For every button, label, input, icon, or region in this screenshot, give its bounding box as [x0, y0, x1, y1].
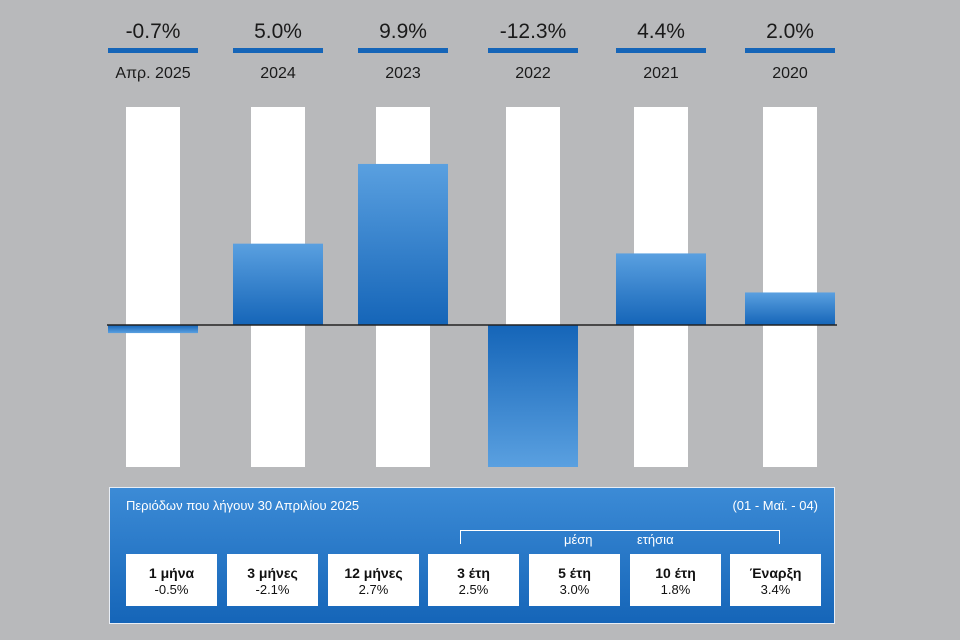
- label-underline: [616, 48, 706, 53]
- category-label: 2023: [385, 65, 421, 82]
- period-label: 5 έτη: [558, 565, 591, 581]
- period-label: 1 μήνα: [148, 565, 195, 581]
- period-value: 1.8%: [660, 582, 691, 597]
- bar-track: [763, 107, 817, 467]
- bar: [745, 292, 835, 325]
- period-label: Έναρξη: [749, 565, 802, 581]
- data-label: 9.9%: [379, 20, 427, 43]
- bar-track: [126, 107, 180, 467]
- category-label: 2024: [260, 65, 296, 82]
- label-underline: [233, 48, 323, 53]
- period-value: 3.4%: [760, 582, 791, 597]
- average-annual-bracket: [460, 530, 780, 544]
- bar: [616, 253, 706, 325]
- bar-chart: -0.7% Απρ. 2025 5.0% 2024 9.9% 2023 -12.3% 2022…: [107, 20, 837, 467]
- category-label: 2022: [515, 65, 551, 82]
- bracket-label-annual: ετήσια: [637, 532, 674, 547]
- period-box-5-years: 5 έτη 3.0%: [529, 554, 620, 606]
- periods-panel: Περιόδων που λήγουν 30 Απριλίου 2025 (01…: [109, 487, 835, 624]
- data-label: -0.7%: [126, 20, 181, 43]
- data-label: 4.4%: [637, 20, 685, 43]
- bar: [233, 243, 323, 325]
- bracket-label-average: μέση: [564, 532, 593, 547]
- data-label: 2.0%: [766, 20, 814, 43]
- bar: [108, 325, 198, 334]
- label-underline: [358, 48, 448, 53]
- category-label: 2020: [772, 65, 808, 82]
- period-label: 10 έτη: [655, 565, 696, 581]
- bar: [358, 163, 448, 325]
- data-label: 5.0%: [254, 20, 302, 43]
- data-label: -12.3%: [500, 20, 567, 43]
- period-value: -2.1%: [255, 582, 290, 597]
- period-label: 3 μήνες: [247, 565, 298, 581]
- period-box-3-years: 3 έτη 2.5%: [428, 554, 519, 606]
- period-box-10-years: 10 έτη 1.8%: [630, 554, 721, 606]
- label-underline: [745, 48, 835, 53]
- period-label: 12 μήνες: [344, 565, 403, 581]
- periods-title: Περιόδων που λήγουν 30 Απριλίου 2025: [126, 498, 360, 513]
- period-value: -0.5%: [154, 582, 189, 597]
- category-label: Απρ. 2025: [115, 65, 190, 82]
- period-value: 3.0%: [559, 582, 590, 597]
- period-box-12-months: 12 μήνες 2.7%: [328, 554, 419, 606]
- period-value: 2.5%: [458, 582, 489, 597]
- periods-range: (01 - Μαϊ. - 04): [732, 498, 818, 513]
- period-label: 3 έτη: [457, 565, 490, 581]
- period-box-3-months: 3 μήνες -2.1%: [227, 554, 318, 606]
- period-box-1-month: 1 μήνα -0.5%: [126, 554, 217, 606]
- period-box-inception: Έναρξη 3.4%: [730, 554, 821, 606]
- label-underline: [488, 48, 578, 53]
- bar: [488, 325, 578, 467]
- category-label: 2021: [643, 65, 679, 82]
- label-underline: [108, 48, 198, 53]
- period-value: 2.7%: [358, 582, 389, 597]
